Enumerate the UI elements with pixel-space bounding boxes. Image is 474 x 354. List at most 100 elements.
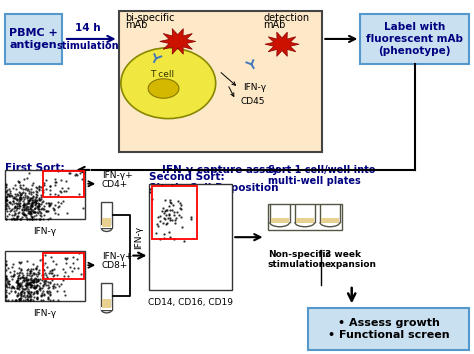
Point [12,279,19,285]
Point [45,201,52,206]
Point [17,195,24,201]
Point [153,230,160,236]
Point [27,295,34,300]
Point [29,279,36,285]
Point [37,292,45,298]
Text: Non-specific
stimulation: Non-specific stimulation [268,250,331,269]
Point [39,206,47,212]
Point [76,171,83,176]
Point [40,291,47,297]
Point [60,288,68,293]
Point [16,281,23,286]
Point [17,260,24,266]
Point [24,291,32,296]
Point [9,199,17,204]
Point [12,298,20,303]
Point [26,281,34,287]
Point [37,201,45,207]
Point [9,262,17,267]
Point [15,273,22,279]
Point [20,211,27,216]
Point [33,296,41,301]
Point [25,286,32,291]
Text: CD45: CD45 [240,97,265,107]
Text: mAb: mAb [126,21,148,30]
Point [16,286,23,292]
Point [160,235,168,241]
Point [169,202,177,208]
Point [33,194,40,200]
Circle shape [121,48,216,119]
Point [3,198,11,203]
Point [2,261,9,267]
Point [21,206,29,212]
Point [167,200,174,206]
Point [7,286,14,291]
Point [28,200,36,205]
Point [18,206,26,211]
Point [53,261,60,267]
Point [9,273,17,279]
Point [6,199,13,205]
Point [14,193,21,198]
Point [2,294,9,300]
Point [10,205,18,211]
Point [49,205,57,211]
Point [57,281,64,287]
Point [33,291,41,296]
Point [10,200,18,205]
Point [39,187,46,193]
Point [61,269,68,274]
Point [13,279,20,285]
Point [49,259,57,264]
Point [29,203,36,209]
Point [9,185,17,191]
Point [6,192,13,198]
Point [15,270,23,276]
Point [50,298,57,303]
Point [51,202,58,207]
Point [165,212,173,217]
Point [165,212,173,217]
Point [15,196,23,202]
Point [23,201,30,207]
FancyBboxPatch shape [101,202,112,228]
Point [14,196,21,201]
Point [34,204,42,209]
Point [17,182,24,188]
Point [3,276,11,281]
Point [25,190,32,196]
Point [17,204,24,209]
Point [16,272,23,278]
Point [25,170,33,176]
Point [2,216,9,222]
Point [41,277,48,282]
Point [5,193,13,199]
Point [53,273,60,278]
Point [19,189,27,195]
Point [27,201,35,206]
Point [14,211,22,216]
Point [164,220,171,225]
Point [2,202,9,208]
Point [14,215,21,220]
Point [13,279,21,284]
Point [19,205,27,210]
Point [17,196,25,202]
Point [23,267,30,273]
Point [38,187,46,193]
Point [156,218,164,223]
FancyBboxPatch shape [101,307,112,310]
Point [2,203,9,209]
Point [163,207,170,213]
Point [8,193,16,199]
Point [19,297,27,303]
Point [29,180,36,186]
Point [28,282,36,287]
Point [33,185,41,191]
Point [75,251,82,256]
Point [9,298,16,303]
Point [27,282,34,287]
Point [11,195,18,201]
Point [24,289,32,295]
